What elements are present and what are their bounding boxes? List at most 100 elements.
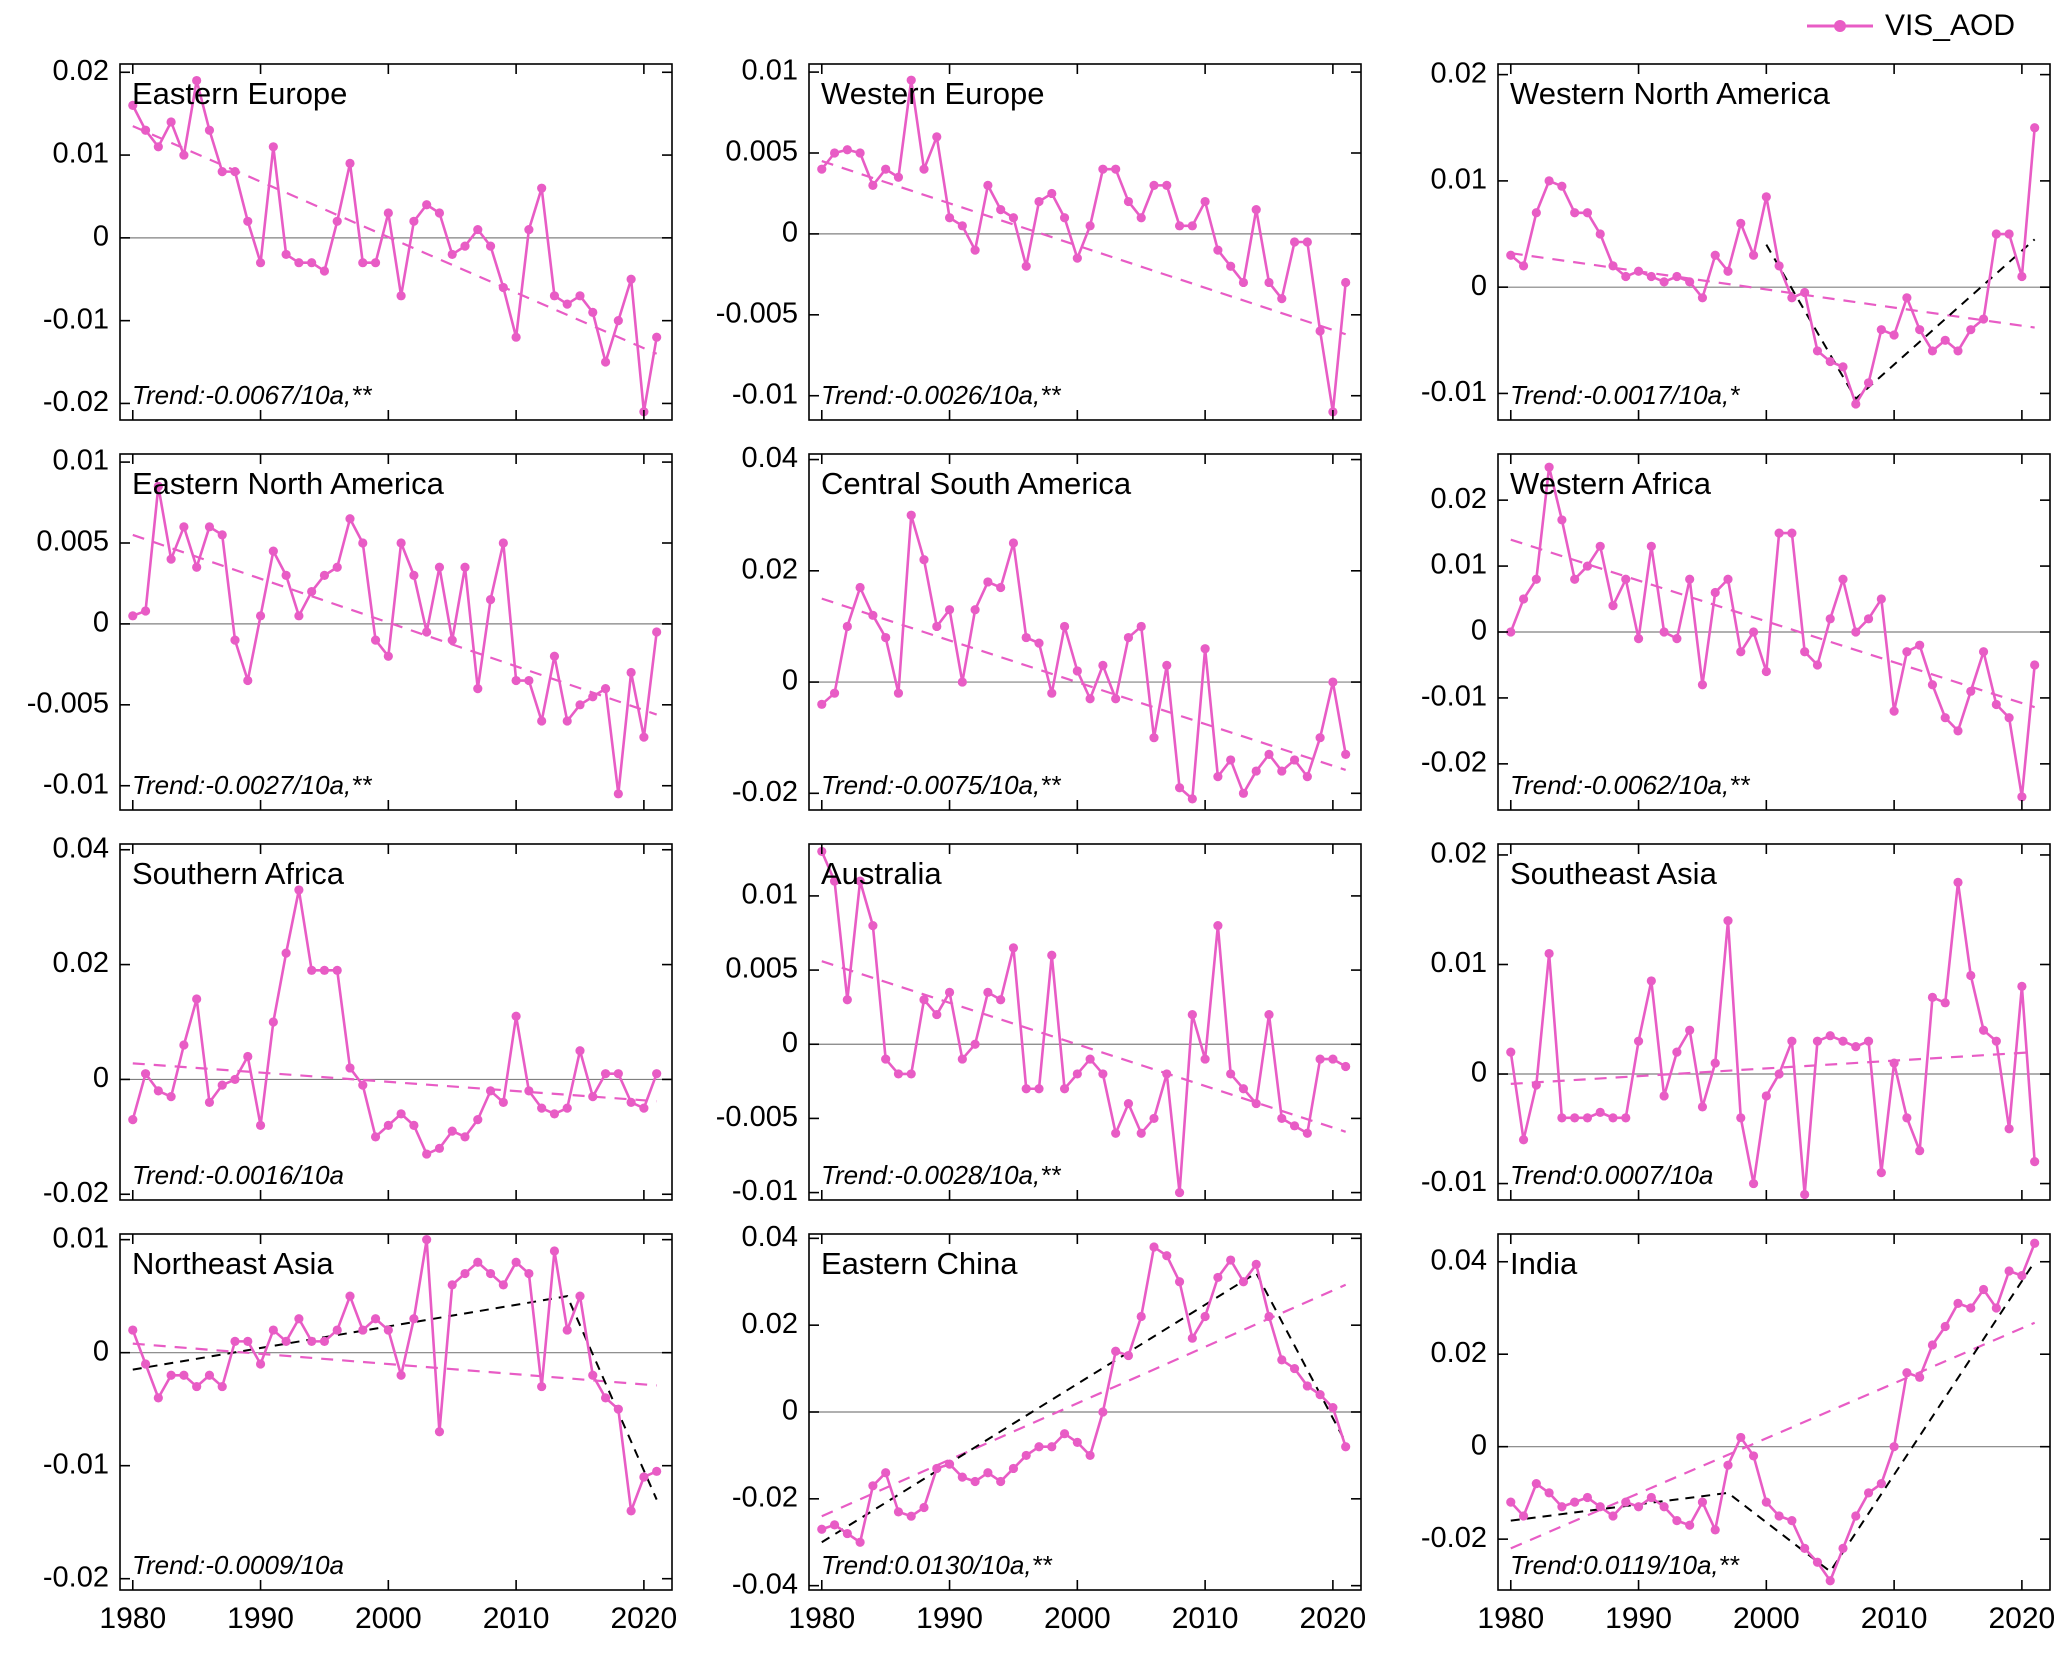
y-tick-labels: 0.02 0.01 0 -0.01 xyxy=(1421,838,1487,1199)
panel-title: Australia xyxy=(821,856,942,891)
trend-line xyxy=(132,1062,657,1103)
axis-ticks xyxy=(1498,1234,2050,1590)
chart-panel-svg: 0.04 0.02 0 -0.02 1980 1990 2000 2010 2020 India T… xyxy=(1421,1233,2055,1635)
panel-title: Western North America xyxy=(1510,76,1831,111)
chart-panel: 0.04 0.02 0 -0.02 -0.04 1980 1990 2000 2010 2020 E… xyxy=(689,1218,1378,1666)
svg-text:-0.02: -0.02 xyxy=(1421,1522,1487,1554)
series-markers xyxy=(817,1242,1351,1547)
panel-title: Eastern North America xyxy=(132,466,445,501)
y-tick-labels: 0.01 0.005 0 -0.005 -0.01 xyxy=(716,879,798,1208)
trend-label: Trend:-0.0028/10a,** xyxy=(821,1160,1061,1190)
svg-text:0.01: 0.01 xyxy=(1431,164,1487,196)
axis-box xyxy=(808,63,1362,421)
svg-text:0.01: 0.01 xyxy=(742,879,798,911)
svg-text:-0.005: -0.005 xyxy=(716,297,798,329)
x-tick-labels: 1980 1990 2000 2010 2020 xyxy=(788,1602,1366,1635)
svg-text:0: 0 xyxy=(1471,615,1487,647)
svg-text:0: 0 xyxy=(1471,270,1487,302)
x-tick-labels: 1980 1990 2000 2010 2020 xyxy=(1477,1602,2055,1635)
chart-panel: 0.04 0.02 0 -0.02 Southern Africa Trend:-0.00… xyxy=(0,828,689,1218)
trend-label: Trend:-0.0009/10a xyxy=(132,1550,344,1580)
y-tick-labels: 0.02 0.01 0 -0.01 xyxy=(1421,57,1487,408)
svg-text:1990: 1990 xyxy=(227,1602,294,1635)
chart-panel: 0.01 0.005 0 -0.005 -0.01 Western Europe Trend… xyxy=(689,48,1378,438)
axis-ticks xyxy=(120,844,672,1200)
svg-text:-0.01: -0.01 xyxy=(43,303,109,335)
svg-text:-0.02: -0.02 xyxy=(43,1561,109,1593)
chart-panel-svg: 0.02 0.01 0 -0.01 -0.02 Eastern Europe Trend:-… xyxy=(43,55,673,421)
chart-panel-svg: 0.02 0.01 0 -0.01 Southeast Asia Trend:0.0007… xyxy=(1421,838,2051,1201)
svg-text:0: 0 xyxy=(93,607,109,639)
axis-box xyxy=(1497,1233,2051,1591)
axis-ticks xyxy=(809,1234,1361,1590)
y-tick-labels: 0.01 0.005 0 -0.005 -0.01 xyxy=(716,55,798,411)
series-line xyxy=(820,78,1347,414)
piecewise-trend-line xyxy=(132,1295,658,1500)
chart-panel: 0.01 0.005 0 -0.005 -0.01 Australia Trend:-0.0… xyxy=(689,828,1378,1218)
svg-text:0.01: 0.01 xyxy=(53,445,109,477)
svg-text:0.02: 0.02 xyxy=(1431,1337,1487,1369)
svg-text:0.02: 0.02 xyxy=(53,947,109,979)
svg-text:0.04: 0.04 xyxy=(53,832,109,864)
svg-text:0.02: 0.02 xyxy=(1431,838,1487,870)
chart-panel-svg: 0.02 0.01 0 -0.01 -0.02 Western Africa Trend:-… xyxy=(1421,453,2051,811)
axis-ticks xyxy=(1498,844,2050,1200)
trend-line xyxy=(1510,252,2035,329)
trend-label: Trend:0.0119/10a,** xyxy=(1510,1550,1740,1580)
trend-line xyxy=(132,533,658,716)
svg-text:0.01: 0.01 xyxy=(53,138,109,170)
trend-line xyxy=(132,1342,657,1387)
svg-text:0.01: 0.01 xyxy=(742,55,798,87)
series-markers xyxy=(1506,1238,2040,1586)
svg-text:2000: 2000 xyxy=(1733,1602,1800,1635)
trend-label: Trend:-0.0067/10a,** xyxy=(132,380,372,410)
trend-label: Trend:-0.0017/10a,* xyxy=(1510,380,1740,410)
svg-text:0: 0 xyxy=(93,221,109,253)
svg-text:2010: 2010 xyxy=(483,1602,550,1635)
svg-text:0.04: 0.04 xyxy=(742,442,798,474)
svg-text:-0.01: -0.01 xyxy=(43,1448,109,1480)
series-line xyxy=(1509,1242,2036,1583)
axis-box xyxy=(119,63,673,421)
svg-text:1990: 1990 xyxy=(1605,1602,1672,1635)
series-line xyxy=(821,1245,1347,1544)
series-markers xyxy=(817,510,1351,804)
axis-box xyxy=(808,453,1362,811)
chart-panel-svg: 0.01 0 -0.01 -0.02 1980 1990 2000 2010 2020 North… xyxy=(43,1222,678,1635)
axis-ticks xyxy=(120,64,672,420)
trend-label: Trend:-0.0075/10a,** xyxy=(821,770,1061,800)
trend-line xyxy=(821,1283,1347,1518)
series-markers xyxy=(128,885,662,1159)
y-tick-labels: 0.01 0.005 0 -0.005 -0.01 xyxy=(27,445,109,801)
chart-panel-svg: 0.04 0.02 0 -0.02 Central South America Trend… xyxy=(732,442,1362,811)
panel-title: Central South America xyxy=(821,466,1132,501)
svg-text:0.02: 0.02 xyxy=(1431,483,1487,515)
svg-text:-0.01: -0.01 xyxy=(1421,681,1487,713)
trend-label: Trend:-0.0062/10a,** xyxy=(1510,770,1750,800)
svg-text:2010: 2010 xyxy=(1861,1602,1928,1635)
panel-title: Eastern Europe xyxy=(132,76,347,111)
svg-text:0: 0 xyxy=(93,1335,109,1367)
chart-panel: 0.02 0.01 0 -0.01 Western North America Trend… xyxy=(1378,48,2067,438)
axis-box xyxy=(1497,63,2051,421)
svg-text:0: 0 xyxy=(782,1395,798,1427)
svg-text:0: 0 xyxy=(782,665,798,697)
svg-text:0.02: 0.02 xyxy=(742,553,798,585)
svg-text:2010: 2010 xyxy=(1172,1602,1239,1635)
svg-text:2020: 2020 xyxy=(611,1602,678,1635)
svg-text:-0.01: -0.01 xyxy=(732,378,798,410)
panel-title: Western Africa xyxy=(1510,466,1712,501)
svg-text:-0.005: -0.005 xyxy=(27,687,109,719)
svg-text:0: 0 xyxy=(1471,1429,1487,1461)
svg-text:-0.01: -0.01 xyxy=(1421,376,1487,408)
chart-panel: 0.02 0.01 0 -0.01 -0.02 Western Africa Trend:-… xyxy=(1378,438,2067,828)
y-tick-labels: 0.04 0.02 0 -0.02 -0.04 xyxy=(732,1221,798,1600)
svg-text:2000: 2000 xyxy=(355,1602,422,1635)
chart-grid: 0.02 0.01 0 -0.01 -0.02 Eastern Europe Trend:-… xyxy=(0,48,2067,1666)
svg-text:-0.02: -0.02 xyxy=(732,776,798,808)
trend-line xyxy=(1510,1321,2036,1550)
svg-text:-0.04: -0.04 xyxy=(732,1568,798,1600)
svg-text:1990: 1990 xyxy=(916,1602,983,1635)
